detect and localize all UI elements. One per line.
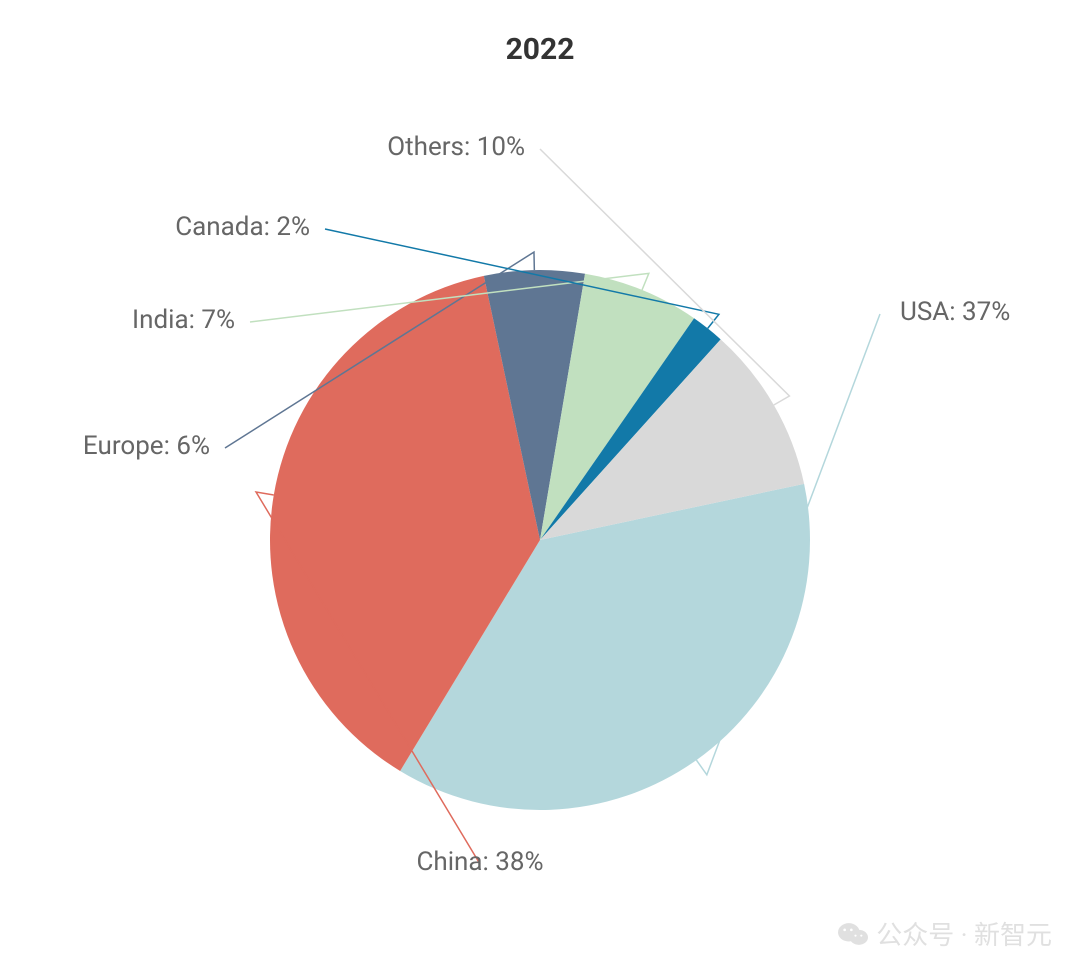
slice-label-india: India: 7%: [132, 305, 235, 335]
slice-label-usa: USA: 37%: [900, 297, 1010, 327]
watermark: 公众号 · 新智元: [838, 915, 1052, 952]
slice-label-europe: Europe: 6%: [83, 431, 210, 461]
pie-chart: USA: 37% China: 38% Europe: 6% India: 7% Can…: [0, 0, 1080, 972]
slice-label-china: China: 38%: [416, 847, 543, 877]
wechat-icon: [838, 919, 868, 949]
watermark-text: 公众号 · 新智元: [876, 915, 1052, 952]
slice-label-others: Others: 10%: [387, 132, 525, 162]
slice-label-canada: Canada: 2%: [175, 212, 310, 242]
